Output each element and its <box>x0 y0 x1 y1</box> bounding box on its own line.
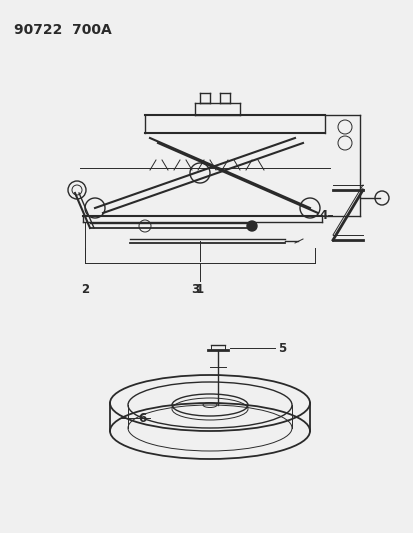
Circle shape <box>247 221 256 231</box>
Text: 3: 3 <box>190 283 199 296</box>
Text: 5: 5 <box>277 342 285 354</box>
Text: 6: 6 <box>138 411 147 424</box>
Text: 4: 4 <box>319 208 327 222</box>
Text: 90722  700A: 90722 700A <box>14 23 112 37</box>
Text: 1: 1 <box>195 283 204 296</box>
Text: 2: 2 <box>81 283 89 296</box>
